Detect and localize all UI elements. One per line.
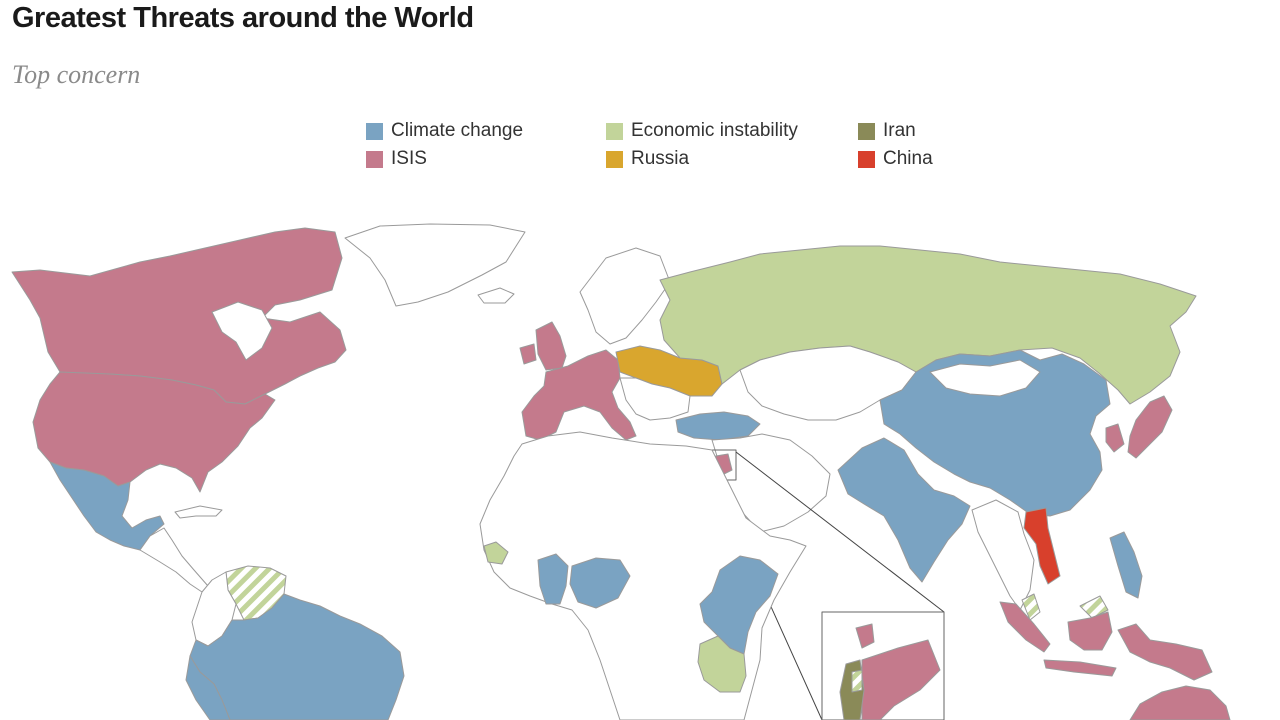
region-nigeria: [569, 557, 631, 609]
region-western-europe: [521, 349, 637, 441]
region-ghana: [537, 553, 569, 605]
region-indonesia-sumatra: [999, 601, 1051, 653]
region-scandinavia: [579, 247, 671, 345]
legend-item-economy: Economic instability: [606, 120, 798, 142]
legend-swatch-climate: [366, 122, 383, 140]
region-russia: [659, 245, 1197, 405]
region-east-africa: [699, 555, 779, 655]
region-turkey: [675, 411, 761, 441]
legend-item-climate: Climate change: [366, 120, 523, 142]
region-greenland: [344, 223, 526, 307]
legend-swatch-isis: [366, 150, 383, 168]
region-caribbean: [174, 505, 223, 519]
region-uk: [535, 321, 567, 371]
world-map: [11, 223, 1231, 720]
legend-swatch-economy: [606, 122, 623, 140]
region-borneo-north: [1079, 595, 1109, 619]
region-india: [837, 437, 971, 583]
region-indonesia-borneo: [1067, 611, 1113, 651]
region-philippines: [1109, 531, 1143, 599]
region-japan: [1127, 395, 1173, 459]
region-eastern-europe: [619, 377, 691, 421]
region-iceland: [477, 287, 515, 304]
map-subtitle: Top concern: [12, 60, 141, 89]
legend: Climate change Economic instability Iran…: [366, 120, 1006, 180]
region-korea: [1105, 423, 1125, 453]
region-australia: [1129, 685, 1231, 720]
legend-label-climate: Climate change: [391, 120, 524, 141]
legend-label-economy: Economic instability: [631, 120, 798, 141]
region-peru: [185, 655, 231, 720]
region-indonesia-east: [1117, 623, 1213, 681]
region-south-america: [189, 593, 405, 720]
legend-label-isis: ISIS: [391, 148, 427, 169]
region-vietnam: [1023, 507, 1061, 585]
map-title: Greatest Threats around the World: [12, 2, 474, 34]
zoom-line-right: [735, 451, 945, 613]
region-mexico: [49, 461, 165, 551]
legend-item-isis: ISIS: [366, 148, 427, 170]
region-southeast-asia: [971, 499, 1035, 611]
legend-item-iran: Iran: [858, 120, 916, 142]
region-inset-palestine: [851, 669, 863, 693]
region-central-america: [139, 527, 209, 593]
legend-label-china: China: [883, 148, 933, 169]
region-ireland: [519, 343, 537, 365]
region-senegal: [483, 541, 509, 565]
region-malaysia: [1021, 593, 1041, 621]
legend-label-russia: Russia: [631, 148, 690, 169]
legend-swatch-iran: [858, 122, 875, 140]
region-mongolia: [929, 359, 1041, 397]
legend-item-russia: Russia: [606, 148, 689, 170]
legend-label-iran: Iran: [883, 120, 916, 141]
region-tanzania: [697, 635, 747, 693]
region-inset-lebanon: [855, 623, 875, 649]
region-indonesia-java: [1043, 659, 1117, 677]
legend-swatch-china: [858, 150, 875, 168]
region-inset-jordan: [861, 639, 941, 720]
legend-item-china: China: [858, 148, 933, 170]
hudson-bay: [211, 301, 273, 361]
legend-swatch-russia: [606, 150, 623, 168]
region-china: [879, 349, 1111, 517]
